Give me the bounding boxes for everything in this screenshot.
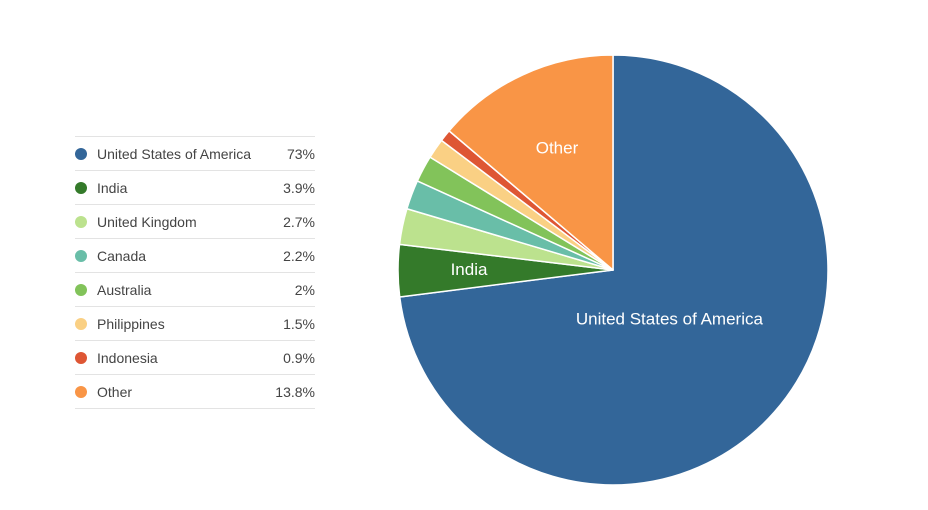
- pie-slices: [397, 54, 829, 486]
- legend-item: India 3.9%: [75, 170, 315, 204]
- legend-value: 2.2%: [283, 247, 315, 264]
- legend-swatch: [75, 181, 87, 194]
- legend-value: 13.8%: [275, 383, 315, 400]
- pie-slice-labels: United States of America India Other: [451, 138, 764, 328]
- legend-swatch: [75, 249, 87, 262]
- pie-slice-label: United States of America: [576, 309, 764, 328]
- chart-legend: United States of America 73% India 3.9% Unit…: [75, 136, 315, 409]
- legend-item: Philippines 1.5%: [75, 306, 315, 340]
- legend-swatch: [75, 351, 87, 364]
- pie-slice: [448, 54, 614, 271]
- legend-swatch: [75, 385, 87, 398]
- legend-value: 2%: [294, 281, 315, 298]
- pie-slice-label: Other: [536, 138, 579, 157]
- legend-label: United States of America: [97, 145, 252, 162]
- legend-label: Other: [97, 383, 133, 400]
- legend-label: Indonesia: [97, 349, 158, 366]
- legend-item: United States of America 73%: [75, 136, 315, 170]
- legend-value: 3.9%: [283, 179, 315, 196]
- legend-label: Philippines: [97, 315, 165, 332]
- legend-swatch: [75, 317, 87, 330]
- legend-item: United Kingdom 2.7%: [75, 204, 315, 238]
- legend-item: Canada 2.2%: [75, 238, 315, 272]
- legend-item: Australia 2%: [75, 272, 315, 306]
- legend-item: Other 13.8%: [75, 374, 315, 409]
- legend-label: United Kingdom: [97, 213, 197, 230]
- legend-swatch: [75, 147, 87, 160]
- legend-value: 0.9%: [283, 349, 315, 366]
- legend-swatch: [75, 215, 87, 228]
- legend-label: Australia: [97, 281, 152, 298]
- legend-item: Indonesia 0.9%: [75, 340, 315, 374]
- pie-slice: [398, 54, 829, 486]
- legend-value: 73%: [286, 145, 315, 162]
- legend-label: India: [97, 179, 128, 196]
- legend-label: Canada: [97, 247, 147, 264]
- legend-value: 2.7%: [283, 213, 315, 230]
- legend-value: 1.5%: [283, 315, 315, 332]
- legend-swatch: [75, 283, 87, 296]
- pie-slice-label: India: [451, 260, 488, 279]
